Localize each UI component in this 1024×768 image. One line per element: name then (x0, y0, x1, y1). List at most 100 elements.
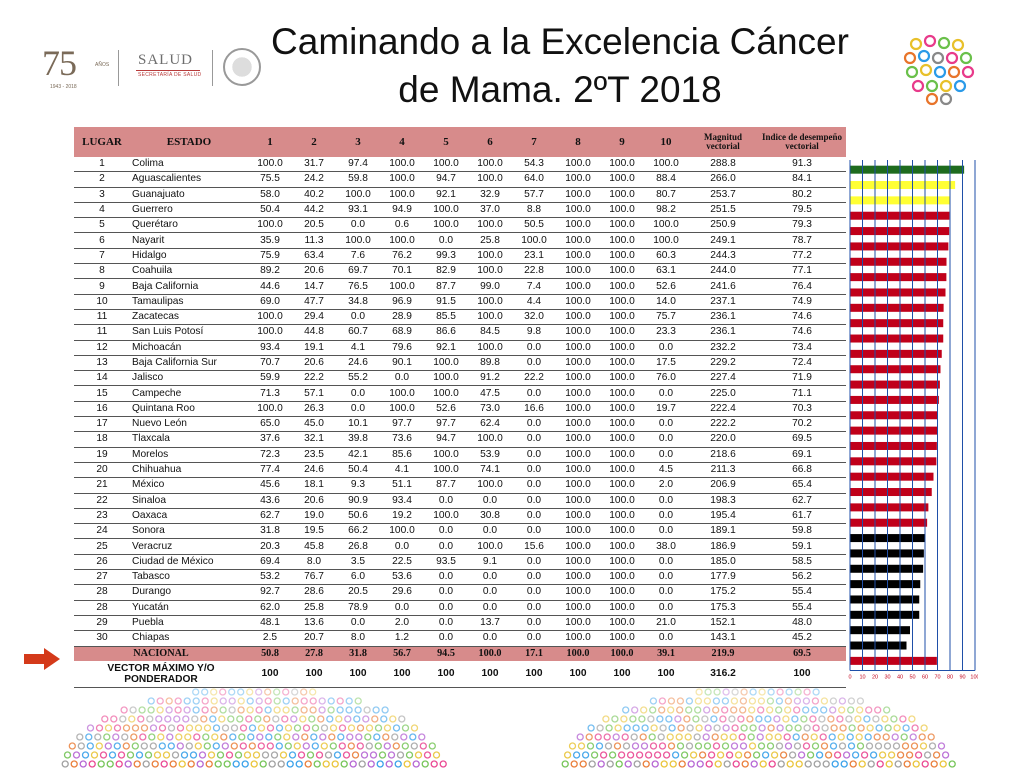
pattern-circle (921, 760, 929, 768)
table-cell: Michoacán (130, 340, 248, 356)
pattern-circle (61, 760, 69, 768)
table-cell: 4.4 (512, 294, 556, 310)
pattern-circle (669, 760, 677, 768)
table-cell: 100.0 (556, 263, 600, 280)
pattern-circle (336, 697, 344, 705)
table-cell: 5 (74, 217, 130, 234)
table-cell: 25 (74, 538, 130, 555)
pattern-circle (203, 742, 211, 750)
pattern-circle (791, 715, 799, 723)
pattern-circle (277, 760, 285, 768)
table-cell: 100.0 (468, 157, 512, 173)
pattern-circle (180, 751, 189, 759)
pattern-circle (730, 697, 739, 705)
pattern-circle (275, 724, 284, 732)
pattern-circle (372, 706, 380, 714)
pattern-circle (274, 733, 282, 741)
pattern-circle (632, 724, 640, 732)
pattern-circle (196, 760, 204, 768)
table-cell: 100.0 (644, 232, 688, 249)
pattern-circle (310, 733, 318, 741)
pattern-circle (380, 715, 388, 723)
pattern-circle (410, 742, 418, 750)
pattern-circle (728, 715, 736, 723)
pattern-circle (885, 760, 893, 768)
pattern-circle (95, 724, 104, 732)
pattern-circle (729, 733, 737, 741)
table-cell: 90.1 (380, 355, 424, 372)
table-cell: 97.4 (336, 157, 380, 173)
table-cell: 100.0 (600, 309, 644, 326)
table-cell: 100.0 (424, 447, 468, 463)
table-cell: 24.6 (292, 462, 336, 479)
pattern-circle (227, 715, 235, 723)
pattern-circle (243, 751, 252, 759)
pattern-circle (282, 706, 290, 714)
pattern-circle (70, 760, 78, 768)
table-cell: 85.6 (380, 447, 424, 463)
table-cell: 100.0 (424, 370, 468, 387)
pattern-circle (191, 715, 199, 723)
table-cell: 0.0 (468, 569, 512, 586)
table-cell: 100.0 (380, 401, 424, 418)
pattern-circle (722, 724, 730, 732)
pattern-circle (396, 751, 405, 759)
pattern-circle (120, 706, 128, 714)
pattern-circle (319, 733, 327, 741)
pattern-circle (367, 760, 375, 768)
pattern-circle (740, 688, 748, 696)
table-cell: 24.2 (292, 171, 336, 188)
table-cell: 99.0 (468, 278, 512, 295)
table-cell: 6.0 (336, 569, 380, 586)
table-cell: 84.5 (468, 324, 512, 341)
table-cell: 11.3 (292, 232, 336, 249)
table-cell: 100.0 (424, 217, 468, 234)
pattern-circle (668, 724, 676, 732)
pattern-circle (901, 742, 910, 750)
pattern-circle (748, 742, 757, 750)
pattern-circle (878, 751, 887, 759)
table-cell: 0.0 (512, 416, 556, 433)
pattern-circle (802, 706, 810, 714)
table-cell: 0.0 (644, 416, 688, 433)
table-cell: 244.0 (688, 263, 758, 280)
pattern-circle (300, 688, 308, 696)
pattern-circle (793, 706, 801, 714)
pattern-circle (759, 760, 767, 768)
table-cell: Jalisco (130, 370, 248, 387)
pattern-circle (766, 742, 775, 750)
table-cell: 100.0 (600, 615, 644, 632)
pattern-circle (344, 715, 352, 723)
pattern-circle (286, 760, 294, 768)
pattern-circle (297, 751, 306, 759)
tick-label: 90 (959, 675, 965, 680)
pattern-circle (585, 733, 593, 741)
pattern-circle (621, 733, 629, 741)
table-row: 2 Aguascalientes 75.5 24.2 59.8 100.0 94.7 100.… (74, 171, 846, 188)
bar (850, 319, 944, 328)
pattern-circle (259, 760, 267, 768)
pattern-circle (228, 706, 236, 714)
pattern-circle (383, 724, 392, 732)
pattern-circle (419, 742, 427, 750)
table-cell: 100.0 (600, 294, 644, 310)
table-cell: 18 (74, 431, 130, 448)
table-row: 9 Baja California 44.6 14.7 76.5 100.0 87.7 99.… (74, 278, 846, 295)
table-cell: 53.2 (248, 569, 292, 586)
table-cell: NACIONAL (74, 646, 248, 661)
pattern-circle (865, 742, 874, 750)
table-cell: 100 (292, 660, 336, 688)
bar (850, 257, 947, 266)
pattern-circle (927, 733, 935, 741)
pattern-circle (362, 715, 370, 723)
pattern-circle (250, 760, 258, 768)
table-cell: 0.0 (512, 493, 556, 509)
pattern-circle (85, 733, 93, 741)
table-cell: 175.2 (688, 584, 758, 601)
pattern-circle (264, 688, 272, 696)
pattern-circle (288, 751, 297, 759)
table-cell: 31.8 (336, 646, 380, 661)
pattern-circle (356, 724, 365, 732)
logo-75-salud: 75 AÑOS 1943 - 2018 SALUD SECRETARÍA DE … (40, 42, 261, 92)
table-cell: 219.9 (688, 646, 758, 661)
